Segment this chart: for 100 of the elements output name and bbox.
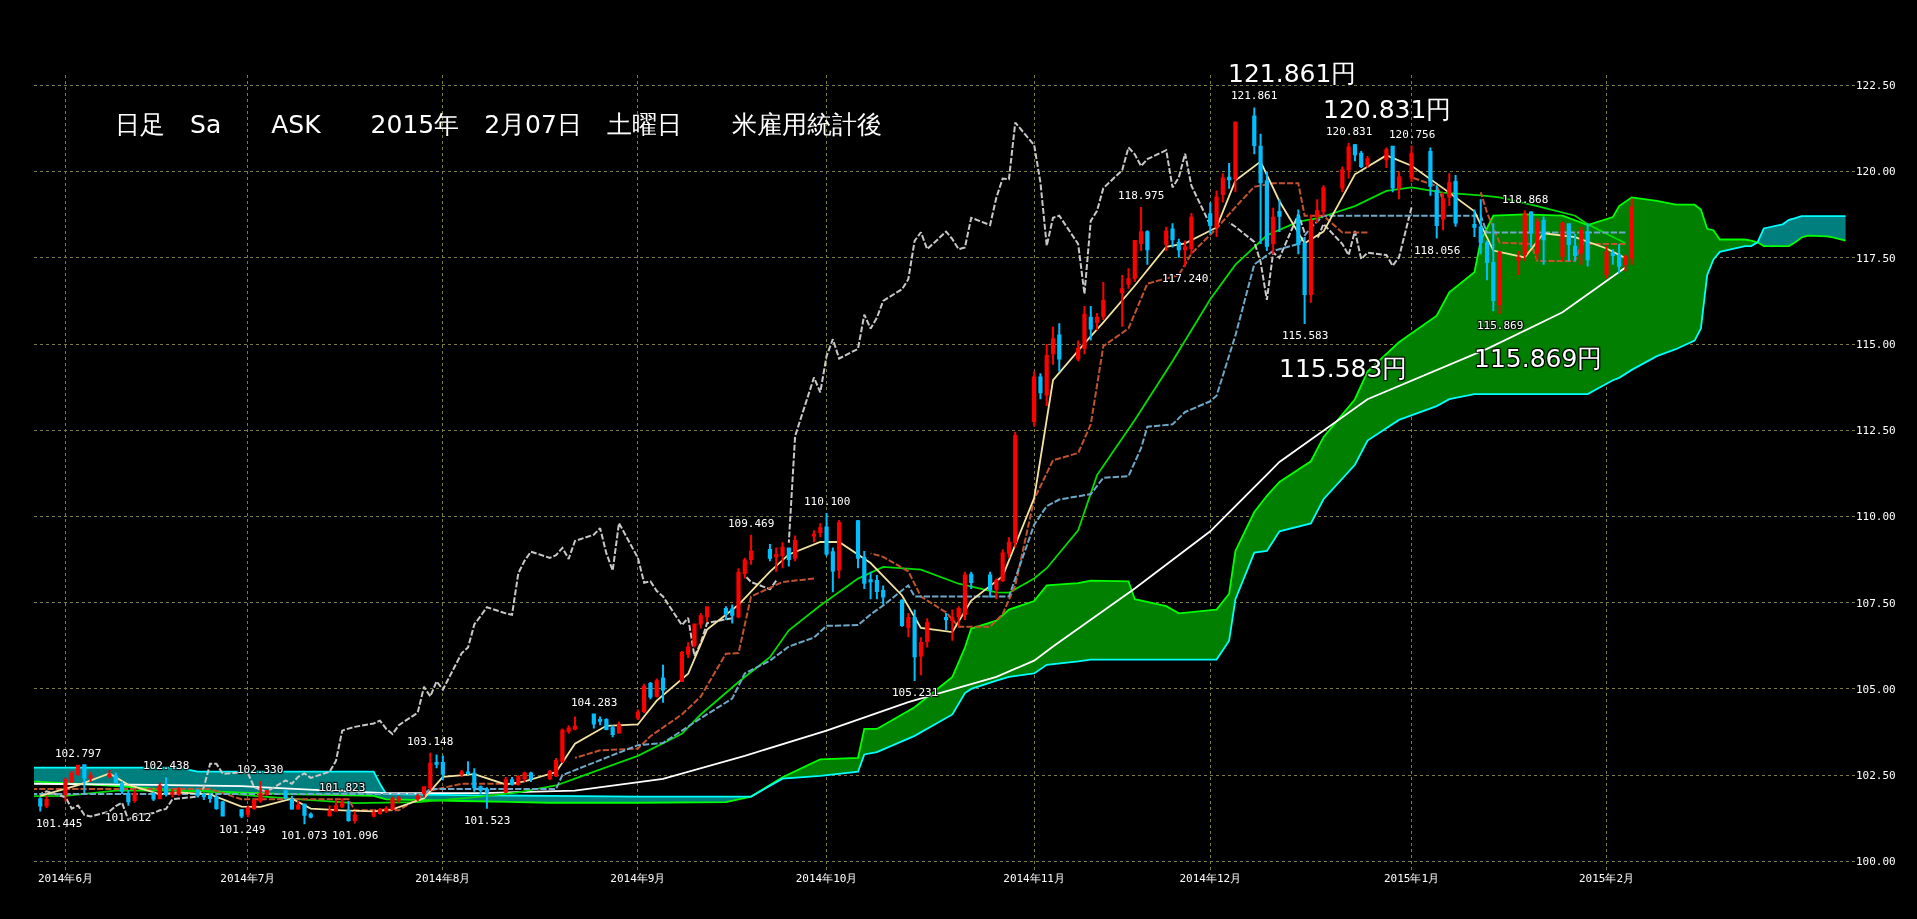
candlestick xyxy=(1271,206,1276,256)
candlestick xyxy=(1189,211,1194,256)
candlestick xyxy=(824,512,829,558)
candlestick xyxy=(1491,222,1496,313)
candlestick xyxy=(1541,215,1546,266)
annotation: 103.148 xyxy=(407,735,454,748)
candlestick xyxy=(1478,198,1483,256)
candlestick xyxy=(1560,220,1565,263)
candlestick xyxy=(730,603,735,625)
candlestick xyxy=(239,807,244,820)
candlestick xyxy=(553,756,559,778)
candlestick xyxy=(1308,213,1313,304)
candlestick xyxy=(245,804,250,819)
annotation: 118.056 xyxy=(1414,244,1461,257)
candlestick xyxy=(1434,184,1439,240)
candlestick xyxy=(1572,232,1578,263)
candlestick xyxy=(736,567,741,620)
candlestick xyxy=(1101,280,1106,321)
candlestick xyxy=(1516,249,1521,277)
annotation: 104.283 xyxy=(571,696,618,709)
candlestick xyxy=(1604,244,1609,280)
candlestick xyxy=(333,798,339,813)
y-tick-label: 107.50 xyxy=(1856,596,1896,610)
candlestick xyxy=(686,641,691,659)
candlestick xyxy=(1145,229,1150,266)
candlestick xyxy=(660,663,666,704)
candlestick xyxy=(352,810,357,825)
candlestick xyxy=(918,636,924,677)
candlestick xyxy=(69,770,74,784)
candlestick xyxy=(1585,222,1590,268)
candlestick xyxy=(969,570,974,590)
candlestick xyxy=(1440,191,1446,232)
candlestick xyxy=(1359,149,1364,170)
candlestick xyxy=(1315,198,1320,225)
candlestick xyxy=(1227,161,1232,190)
candlestick xyxy=(126,788,131,807)
candlestick xyxy=(774,546,779,573)
candlestick xyxy=(421,785,427,799)
candlestick xyxy=(906,612,911,639)
candlestick xyxy=(82,764,87,795)
candlestick xyxy=(1006,536,1012,559)
candlestick xyxy=(912,608,917,682)
candlestick xyxy=(1258,132,1263,245)
candlestick xyxy=(1183,239,1188,268)
candlestick xyxy=(1013,430,1018,549)
candlestick xyxy=(855,518,861,570)
annotation: 101.523 xyxy=(464,814,511,827)
annotation: 115.583 xyxy=(1282,329,1329,342)
candlestick xyxy=(1346,141,1351,180)
candlestick xyxy=(434,753,439,770)
y-tick-label: 115.00 xyxy=(1856,337,1896,351)
x-tick-label: 2014年12月 xyxy=(1179,872,1242,885)
candlestick xyxy=(1038,372,1043,401)
x-tick-label: 2014年7月 xyxy=(220,872,276,885)
candlestick xyxy=(1566,222,1571,263)
candlestick xyxy=(1352,142,1358,163)
candlestick xyxy=(742,556,747,580)
y-tick-label: 117.50 xyxy=(1856,251,1896,265)
candlestick xyxy=(704,605,710,623)
candlestick xyxy=(862,549,867,590)
candlestick xyxy=(830,546,835,594)
candlestick xyxy=(208,792,213,804)
candlestick xyxy=(1120,274,1125,328)
candlestick xyxy=(163,776,169,798)
candlestick xyxy=(390,795,395,811)
candlestick xyxy=(528,770,534,784)
x-tick-label: 2014年8月 xyxy=(415,872,471,885)
candlestick xyxy=(1384,146,1389,170)
annotation: 101.073 xyxy=(281,829,328,842)
annotation: 121.861円 xyxy=(1228,59,1357,88)
annotation: 109.469 xyxy=(728,517,775,530)
candlestick xyxy=(1057,322,1062,373)
candlestick xyxy=(868,570,873,601)
candlestick xyxy=(63,776,68,803)
annotation: 121.861 xyxy=(1231,89,1278,102)
candlestick xyxy=(604,717,609,732)
candlestick xyxy=(692,622,697,649)
candlestick xyxy=(377,806,383,816)
candlestick xyxy=(635,708,640,721)
candlestick xyxy=(516,774,521,787)
candlestick xyxy=(560,727,565,765)
candlestick xyxy=(962,570,968,621)
candlestick xyxy=(1044,343,1049,408)
candlestick xyxy=(1321,184,1326,218)
candlestick xyxy=(132,787,137,804)
candlestick xyxy=(1170,222,1175,249)
candlestick xyxy=(925,617,930,649)
candlestick xyxy=(1233,120,1238,194)
candlestick xyxy=(1296,208,1301,256)
candlestick xyxy=(113,771,118,785)
candlestick xyxy=(371,808,376,819)
candlestick xyxy=(340,797,345,809)
annotation: 101.249 xyxy=(219,823,266,836)
candlestick xyxy=(38,796,43,813)
annotation: 118.975 xyxy=(1118,189,1165,202)
candlestick xyxy=(1528,210,1534,249)
candlestick xyxy=(258,780,263,804)
candlestick xyxy=(509,775,515,787)
y-tick-label: 112.50 xyxy=(1856,424,1896,438)
y-tick-label: 122.50 xyxy=(1856,79,1896,93)
